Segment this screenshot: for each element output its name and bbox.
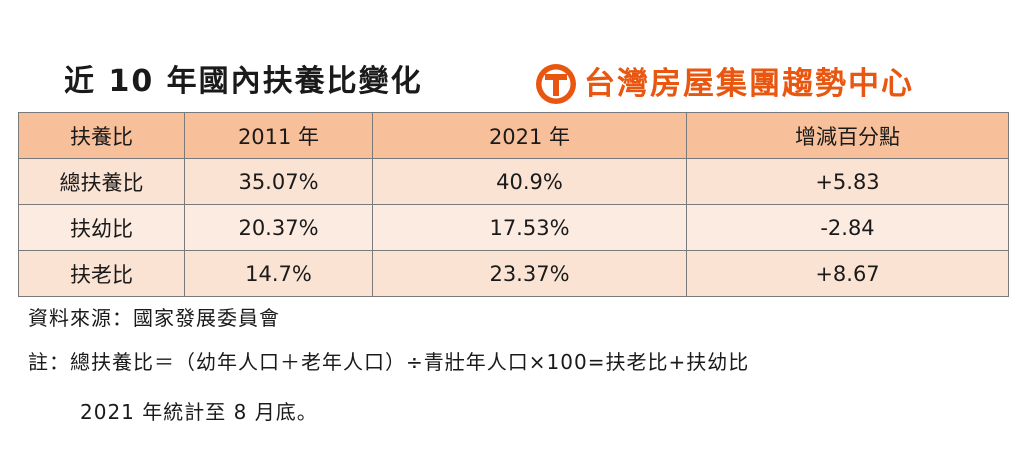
- cell-change: +5.83: [686, 158, 1009, 205]
- cell-value-2011: 20.37%: [184, 204, 373, 251]
- taiwan-realty-t-logo-icon: [536, 64, 576, 104]
- header-2021: 2021 年: [372, 112, 687, 159]
- table-row-youth-dependency: 扶幼比 20.37% 17.53% -2.84: [18, 204, 1009, 251]
- header-2011: 2011 年: [184, 112, 373, 159]
- page-title: 近 10 年國內扶養比變化: [64, 64, 423, 99]
- cell-change: +8.67: [686, 250, 1009, 297]
- header-change-points: 增減百分點: [686, 112, 1009, 159]
- formula-note: 註：總扶養比＝（幼年人口＋老年人口）÷青壯年人口×100=扶老比+扶幼比: [28, 350, 750, 374]
- stat-date-note: 2021 年統計至 8 月底。: [80, 400, 318, 424]
- cell-value-2021: 17.53%: [372, 204, 687, 251]
- table-row-total-dependency: 總扶養比 35.07% 40.9% +5.83: [18, 158, 1009, 205]
- cell-value-2011: 14.7%: [184, 250, 373, 297]
- cell-value-2021: 40.9%: [372, 158, 687, 205]
- cell-change: -2.84: [686, 204, 1009, 251]
- cell-ratio-name: 扶幼比: [18, 204, 185, 251]
- header-ratio-type: 扶養比: [18, 112, 185, 159]
- source-note: 資料來源：國家發展委員會: [28, 306, 280, 330]
- dependency-ratio-table: 扶養比 2011 年 2021 年 增減百分點 總扶養比 35.07% 40.9…: [18, 112, 1009, 297]
- cell-ratio-name: 總扶養比: [18, 158, 185, 205]
- table-header-row: 扶養比 2011 年 2021 年 增減百分點: [18, 112, 1009, 159]
- brand-header: 台灣房屋集團趨勢中心: [534, 62, 914, 106]
- brand-name: 台灣房屋集團趨勢中心: [584, 66, 914, 102]
- cell-value-2021: 23.37%: [372, 250, 687, 297]
- cell-ratio-name: 扶老比: [18, 250, 185, 297]
- cell-value-2011: 35.07%: [184, 158, 373, 205]
- table-row-elderly-dependency: 扶老比 14.7% 23.37% +8.67: [18, 250, 1009, 297]
